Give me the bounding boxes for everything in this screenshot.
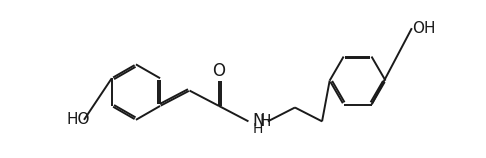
Text: OH: OH	[412, 21, 435, 36]
Text: H: H	[260, 114, 271, 129]
Text: N: N	[252, 112, 265, 130]
Text: H: H	[253, 122, 263, 136]
Text: O: O	[212, 62, 226, 80]
Text: HO: HO	[67, 112, 90, 127]
